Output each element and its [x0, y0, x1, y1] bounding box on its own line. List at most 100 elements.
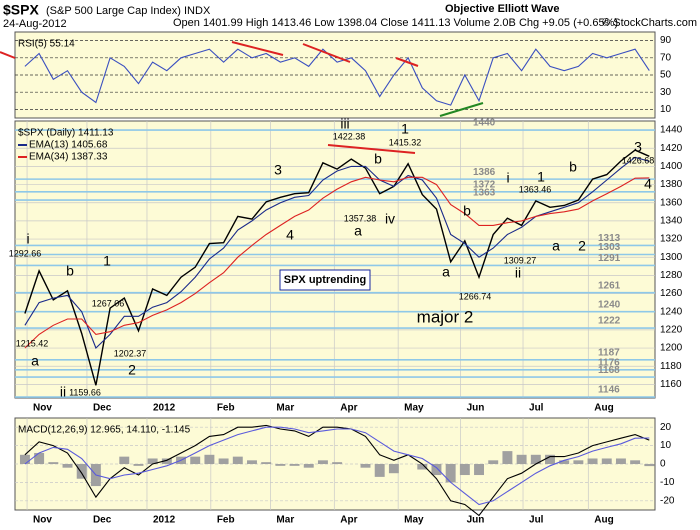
annotation: 1267.06: [92, 298, 125, 308]
symbol-name: (S&P 500 Large Cap Index) INDX: [46, 5, 211, 17]
y-tick-label: 1220: [660, 325, 683, 336]
annotation-box: [279, 269, 371, 291]
y-tick-label: 1160: [660, 379, 682, 390]
level-label: 1176: [598, 357, 620, 368]
x-tick-label: May: [404, 403, 424, 414]
level-label: 1261: [598, 280, 621, 291]
histogram-bar: [587, 458, 598, 464]
annotation: major 2: [417, 307, 474, 326]
level-label: 1187: [598, 347, 620, 358]
legend-entry: RSI(5) 55.14: [18, 39, 75, 50]
histogram-bar: [388, 464, 399, 474]
histogram-bar: [545, 454, 555, 464]
histogram-bar: [317, 460, 328, 464]
y-tick-label: 10: [660, 440, 672, 451]
y-tick-label: 70: [660, 52, 672, 63]
histogram-bar: [601, 458, 612, 464]
annotation: a: [354, 223, 362, 239]
annotation: 1357.38: [344, 213, 377, 223]
x-tick-label: Jun: [467, 403, 485, 414]
trend-line: [327, 144, 416, 154]
x-tick-label: 2012: [153, 403, 176, 414]
histogram-bar: [161, 458, 172, 464]
histogram-bar: [232, 456, 243, 464]
series-line: [24, 424, 650, 517]
level-label: 1240: [598, 299, 621, 310]
histogram-bar: [34, 452, 45, 464]
annotation: 3: [634, 139, 642, 155]
histogram-bar: [360, 464, 371, 468]
series-line: [24, 176, 650, 349]
annotation: 1: [103, 253, 111, 269]
histogram-bar: [19, 454, 30, 464]
annotation: 1292.66: [9, 248, 42, 258]
y-tick-label: 1260: [660, 288, 683, 299]
histogram-bar: [204, 454, 215, 464]
y-tick-label: 1200: [660, 343, 683, 354]
x-tick-label: 2012: [153, 515, 176, 526]
x-tick-label: Nov: [33, 403, 52, 414]
credit: © StockCharts.com: [602, 17, 697, 29]
x-tick-label: Nov: [33, 515, 52, 526]
y-tick-label: 10: [660, 104, 672, 115]
series-line: [24, 426, 650, 506]
histogram-bar: [289, 464, 300, 466]
x-tick-label: Jul: [529, 515, 544, 526]
x-tick-label: Apr: [340, 403, 357, 414]
y-tick-label: 1400: [660, 161, 683, 172]
legend-entry: $SPX (Daily) 1411.13: [18, 128, 114, 139]
chart-title: Objective Elliott Wave: [445, 3, 560, 15]
annotation: b: [374, 151, 382, 167]
y-tick-label: -20: [660, 495, 675, 506]
level-label: 1146: [598, 385, 620, 396]
annotation: i: [26, 231, 29, 247]
y-tick-label: 1360: [660, 197, 683, 208]
histogram-bar: [488, 460, 499, 464]
x-tick-label: Feb: [217, 515, 235, 526]
x-tick-label: Dec: [93, 515, 112, 526]
histogram-bar: [445, 464, 456, 483]
trend-line: [231, 41, 284, 56]
level-label: 1440: [473, 118, 496, 129]
histogram-bar: [48, 462, 59, 464]
annotation: 1: [401, 121, 409, 137]
trend-line: [439, 102, 484, 117]
series-line: [24, 149, 650, 386]
histogram-bar: [62, 464, 73, 468]
y-tick-label: 1340: [660, 216, 683, 227]
annotation: 4: [644, 176, 652, 192]
y-tick-label: 30: [660, 87, 672, 98]
histogram-bar: [261, 462, 272, 464]
x-tick-label: Aug: [594, 515, 613, 526]
annotation: a: [442, 264, 450, 280]
histogram-bar: [247, 460, 257, 464]
annotation: 1266.74: [459, 291, 492, 301]
histogram-bar: [147, 458, 158, 464]
level-label: 1168: [598, 365, 620, 376]
annotation: ii: [60, 384, 66, 400]
y-tick-label: 1300: [660, 252, 683, 263]
y-tick-label: 1240: [660, 306, 683, 317]
annotation: 1426.68: [622, 155, 655, 165]
trend-line: [395, 57, 419, 67]
histogram-bar: [474, 464, 485, 476]
series-line: [24, 48, 650, 106]
annotation: 1159.66: [69, 387, 101, 397]
panel-background: [14, 120, 656, 399]
annotation: 1309.27: [504, 255, 537, 265]
annotation: 2: [578, 238, 586, 254]
annotation: i: [506, 170, 509, 186]
y-tick-label: 90: [660, 35, 672, 46]
histogram-bar: [275, 464, 286, 466]
legend-entry: MACD(12,26,9) 12.965, 14.110, -1.145: [18, 425, 191, 436]
histogram-bar: [417, 464, 428, 470]
x-tick-label: Feb: [217, 403, 235, 414]
annotation: 2: [128, 362, 136, 378]
level-label: 1303: [598, 242, 621, 253]
legend-entry: EMA(13) 1405.68: [29, 140, 108, 151]
x-tick-label: Jun: [467, 515, 485, 526]
histogram-bar: [374, 464, 385, 477]
histogram-bar: [303, 464, 314, 468]
annotation: 3: [274, 162, 282, 178]
symbol: $SPX: [3, 2, 39, 18]
